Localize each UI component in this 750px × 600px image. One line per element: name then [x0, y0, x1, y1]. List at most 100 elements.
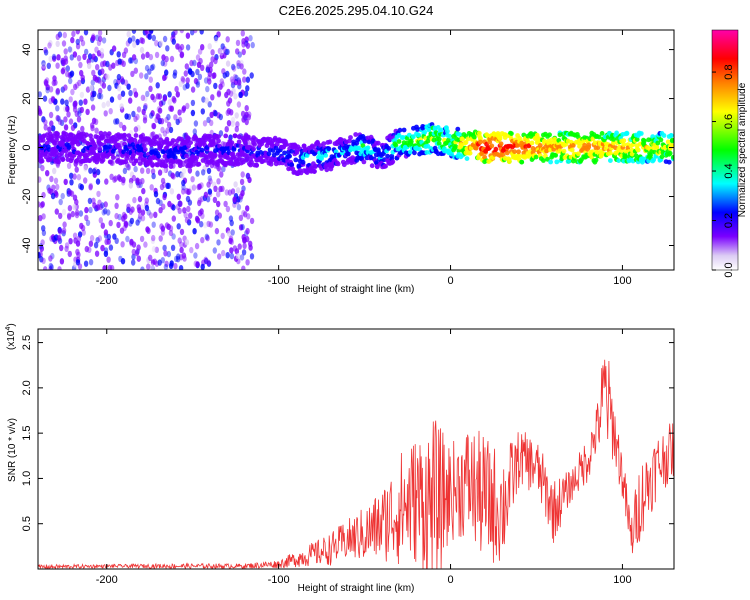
heatmap-cell: [220, 232, 225, 240]
snr-y-tick-label: 2.0: [21, 380, 33, 395]
heatmap-cell: [186, 136, 192, 142]
heatmap-cell: [63, 84, 68, 91]
heatmap-cell: [526, 143, 532, 149]
heatmap-cell: [40, 239, 45, 246]
heatmap-cell: [47, 42, 52, 49]
heatmap-cell: [192, 128, 197, 135]
heatmap-cell: [89, 84, 94, 92]
heatmap-cell: [123, 79, 129, 86]
heatmap-cell: [184, 239, 190, 246]
heatmap-cell: [121, 60, 126, 67]
heatmap-cell: [463, 140, 469, 145]
heatmap-cell: [196, 161, 202, 167]
heatmap-cell: [117, 93, 122, 101]
heatmap-cell: [237, 243, 242, 250]
heatmap-cell: [236, 60, 241, 67]
heatmap-cell: [157, 169, 163, 176]
heatmap-cell: [149, 64, 155, 72]
heatmap-cell: [64, 242, 70, 249]
heatmap-cell: [195, 261, 200, 268]
heatmap-cell: [205, 234, 210, 242]
heatmap-cell: [67, 205, 73, 212]
heatmap-cell: [48, 262, 53, 270]
heatmap-cell: [151, 245, 157, 253]
heatmap-cell: [76, 174, 82, 181]
heatmap-cell: [193, 77, 199, 85]
heatmap-cell: [312, 169, 317, 175]
heatmap-cell: [100, 202, 105, 209]
heatmap-cell: [220, 43, 225, 50]
heatmap-cell: [167, 200, 172, 208]
heatmap-cell: [105, 100, 111, 107]
heatmap-cell: [67, 46, 73, 53]
heatmap-cell: [153, 211, 158, 218]
heatmap-cell: [213, 185, 218, 192]
heatmap-cell: [232, 73, 238, 81]
heatmap-cell: [100, 68, 105, 75]
heatmap-cell: [242, 242, 247, 250]
heatmap-cell: [411, 134, 416, 140]
heatmap-cell: [241, 48, 246, 56]
heatmap-cell: [232, 245, 238, 252]
heatmap-cell: [97, 92, 102, 100]
heatmap-cell: [206, 167, 212, 175]
heatmap-cell: [212, 247, 217, 254]
heatmap-cell: [99, 47, 105, 55]
heatmap-cell: [200, 236, 205, 244]
heatmap-cell: [84, 214, 89, 222]
heatmap-cell: [179, 246, 184, 254]
heatmap-cell: [63, 124, 69, 131]
heatmap-cell: [79, 35, 84, 42]
heatmap-cell: [162, 130, 168, 137]
heatmap-cell: [57, 266, 62, 270]
heatmap-cell: [197, 199, 202, 207]
heatmap-cell: [243, 211, 248, 218]
heatmap-cell: [207, 43, 212, 50]
heatmap-cell: [61, 40, 67, 47]
heatmap-cell: [361, 159, 367, 165]
heatmap-cell: [199, 208, 204, 215]
heatmap-cell: [65, 65, 71, 72]
heatmap-cell: [76, 55, 82, 62]
heatmap-cell: [38, 252, 41, 259]
heatmap-cell: [90, 104, 96, 111]
heatmap-cell: [113, 78, 118, 86]
heatmap-cell: [245, 235, 250, 243]
heatmap-cell: [55, 105, 60, 112]
heatmap-cell: [48, 86, 54, 93]
heatmap-cell: [638, 131, 644, 136]
heatmap-cell: [49, 175, 54, 183]
heatmap-cell: [97, 146, 103, 152]
heatmap-cell: [245, 76, 251, 83]
heatmap-cell: [478, 139, 483, 145]
heatmap-cell: [91, 69, 96, 77]
heatmap-cell: [56, 54, 61, 61]
heatmap-cell: [172, 72, 177, 79]
heatmap-cell: [143, 103, 148, 110]
heatmap-cell: [179, 241, 184, 248]
heatmap-cell: [172, 155, 178, 160]
heatmap-cell: [68, 238, 73, 245]
heatmap-cell: [230, 63, 236, 71]
heatmap-cell: [65, 105, 70, 113]
heatmap-cell: [41, 60, 46, 67]
heatmap-cell: [150, 93, 155, 101]
heatmap-cell: [131, 259, 136, 266]
heatmap-cell: [155, 197, 161, 205]
heatmap-cell: [225, 70, 230, 78]
heatmap-cell: [207, 175, 212, 182]
heatmap-cell: [195, 68, 200, 76]
heatmap-cell: [163, 250, 168, 257]
heatmap-cell: [570, 143, 576, 148]
heatmap-cell: [164, 136, 170, 142]
heatmap-cell: [136, 106, 142, 113]
heatmap-cell: [195, 81, 201, 88]
heatmap-cell: [218, 83, 223, 90]
heatmap-cell: [140, 53, 146, 60]
heatmap-cell: [102, 265, 107, 270]
heatmap-cell: [185, 44, 191, 51]
spectrogram-x-tick-label: 100: [613, 275, 631, 287]
heatmap-cell: [136, 255, 141, 262]
heatmap-cell: [53, 177, 59, 184]
heatmap-cell: [59, 258, 65, 265]
